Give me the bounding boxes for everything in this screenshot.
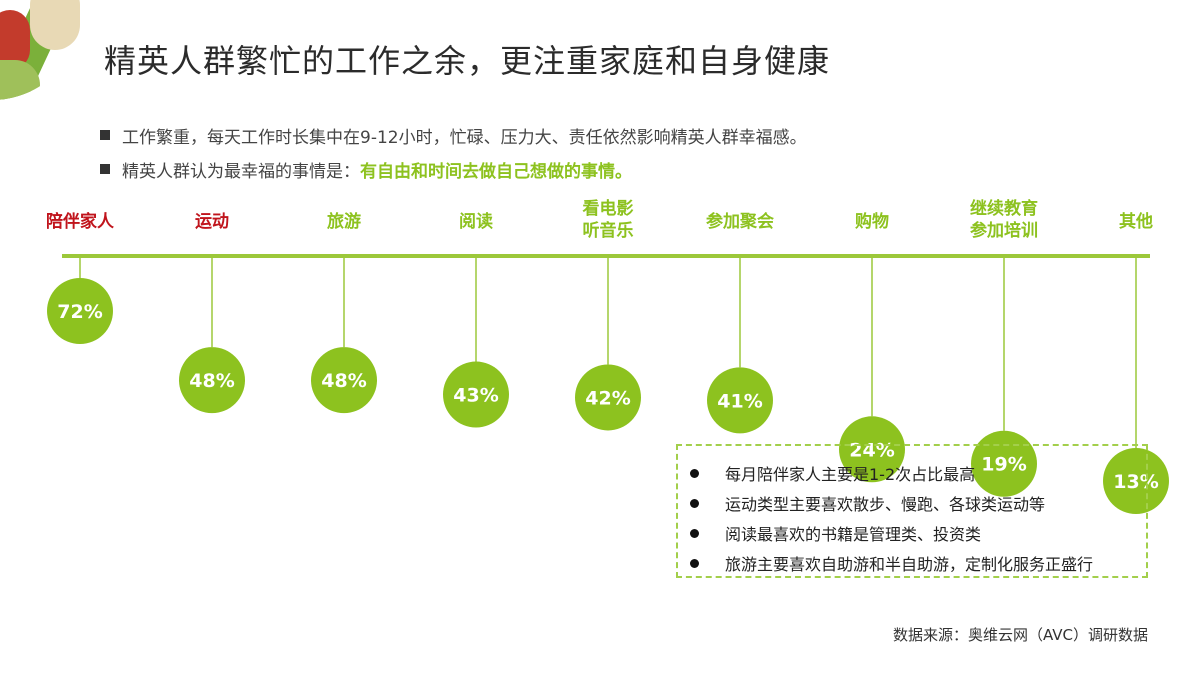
value-circle [971, 430, 1037, 497]
value-label: 48% [189, 370, 234, 392]
dot-bullet-icon [690, 498, 699, 508]
value-circle [707, 367, 773, 434]
note-item-2-text: 运动类型主要喜欢散步、慢跑、各球类运动等 [725, 495, 1046, 514]
page-title: 精英人群繁忙的工作之余，更注重家庭和自身健康 [104, 42, 831, 80]
note-item-3: 阅读最喜欢的书籍是管理类、投资类 [690, 518, 1132, 548]
notes-box: 每月陪伴家人主要是1-2次占比最高 运动类型主要喜欢散步、慢跑、各球类运动等 阅… [676, 444, 1148, 578]
summary-bullet-1-text: 工作繁重，每天工作时长集中在9-12小时，忙碌、压力大、责任依然影响精英人群幸福… [122, 127, 807, 148]
value-circle [311, 347, 377, 414]
category-label: 看电影 [582, 198, 634, 219]
value-label: 43% [453, 385, 498, 407]
category-label: 继续教育 [970, 198, 1038, 219]
square-bullet-icon [100, 130, 110, 140]
dot-bullet-icon [690, 558, 699, 568]
note-item-2: 运动类型主要喜欢散步、慢跑、各球类运动等 [690, 488, 1132, 518]
dot-bullet-icon [690, 468, 699, 478]
decorative-vegetable-photo [0, 0, 82, 100]
category-label: 旅游 [327, 211, 361, 232]
category-label: 运动 [195, 212, 229, 232]
note-item-4-text: 旅游主要喜欢自助游和半自助游，定制化服务正盛行 [725, 555, 1094, 574]
summary-bullet-2-highlight: 有自由和时间去做自己想做的事情。 [360, 161, 632, 182]
value-circle [179, 347, 245, 414]
value-label: 42% [585, 387, 630, 409]
note-item-3-text: 阅读最喜欢的书籍是管理类、投资类 [725, 525, 982, 544]
square-bullet-icon [100, 164, 110, 174]
dot-bullet-icon [690, 528, 699, 538]
value-circle [443, 361, 509, 428]
category-label: 参加聚会 [706, 211, 774, 232]
note-item-1: 每月陪伴家人主要是1-2次占比最高 [690, 458, 1132, 488]
category-label: 陪伴家人 [46, 211, 115, 232]
happiness-activity-chart: 72%陪伴家人48%运动48%旅游43%阅读42%看电影听音乐41%参加聚会24… [46, 198, 1169, 514]
category-label: 阅读 [459, 211, 493, 232]
value-label: 41% [717, 390, 762, 412]
summary-bullets: 工作繁重，每天工作时长集中在9-12小时，忙碌、压力大、责任依然影响精英人群幸福… [100, 118, 807, 186]
value-label: 72% [57, 301, 102, 323]
value-label: 48% [321, 370, 366, 392]
summary-bullet-2: 精英人群认为最幸福的事情是： 有自由和时间去做自己想做的事情。 [100, 152, 807, 186]
category-label: 购物 [855, 211, 889, 232]
note-item-4: 旅游主要喜欢自助游和半自助游，定制化服务正盛行 [690, 548, 1132, 578]
note-item-1-text: 每月陪伴家人主要是1-2次占比最高 [725, 465, 976, 484]
category-label: 其他 [1119, 211, 1153, 232]
value-circle [1103, 448, 1169, 514]
value-label: 19% [981, 454, 1026, 476]
value-circle [839, 416, 905, 483]
summary-bullet-1: 工作繁重，每天工作时长集中在9-12小时，忙碌、压力大、责任依然影响精英人群幸福… [100, 118, 807, 152]
category-label: 参加培训 [970, 220, 1038, 241]
value-circle [47, 278, 113, 344]
value-circle [575, 364, 641, 431]
category-label: 听音乐 [583, 220, 634, 241]
data-source: 数据来源：奥维云网（AVC）调研数据 [892, 626, 1148, 644]
summary-bullet-2-text: 精英人群认为最幸福的事情是： [122, 161, 360, 182]
